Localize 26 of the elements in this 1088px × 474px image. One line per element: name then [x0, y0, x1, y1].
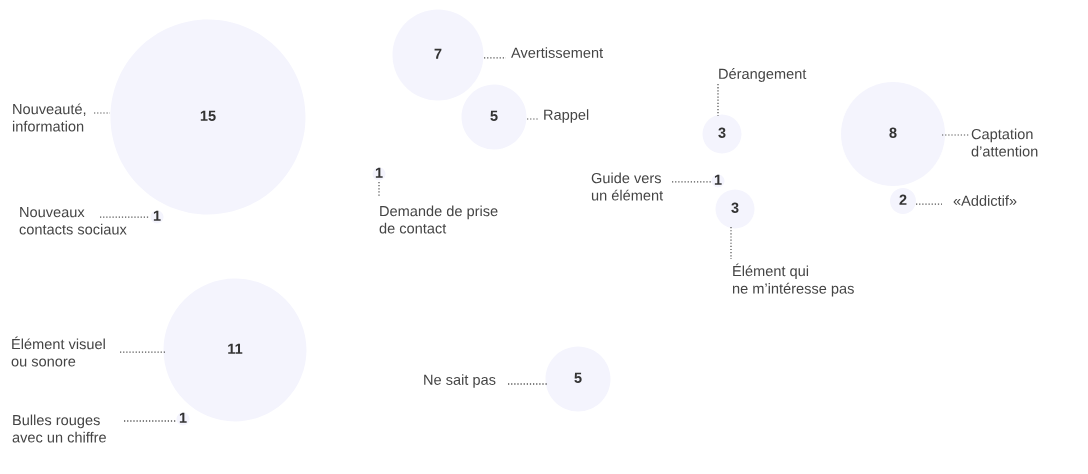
data-label: 2	[899, 194, 907, 205]
data-label: 5	[574, 372, 582, 383]
category-label: Rappel	[544, 109, 589, 123]
data-label: 3	[731, 202, 739, 213]
data-label: 7	[434, 48, 442, 59]
data-label: 1	[714, 174, 722, 185]
category-label: Ne sait pas	[424, 374, 496, 388]
data-label: 1	[375, 167, 383, 178]
category-label: Nouveaux contacts sociaux	[19, 207, 127, 235]
data-label: 1	[179, 412, 187, 423]
category-label: Dérangement	[719, 68, 807, 82]
category-label: Captation d’attention	[971, 128, 1038, 157]
category-label: «Addictif»	[953, 195, 1017, 206]
data-label: 1	[153, 210, 161, 221]
data-label: 8	[889, 127, 897, 138]
category-label: Élément qui ne m’intéresse pas	[732, 263, 854, 297]
data-label: 5	[490, 110, 498, 121]
category-label: Nouveauté, information	[12, 103, 86, 132]
category-label: Demande de prise de contact	[379, 205, 498, 234]
data-label: 11	[228, 343, 243, 354]
data-label: 3	[718, 127, 726, 138]
category-label: Élément visuel ou sonore	[11, 336, 105, 367]
category-label: Bulles rouges avec un chiffre	[12, 414, 106, 443]
category-label: Guide vers un élément	[591, 172, 664, 201]
data-label: 15	[200, 110, 216, 121]
category-label: Avertissement	[511, 47, 604, 58]
